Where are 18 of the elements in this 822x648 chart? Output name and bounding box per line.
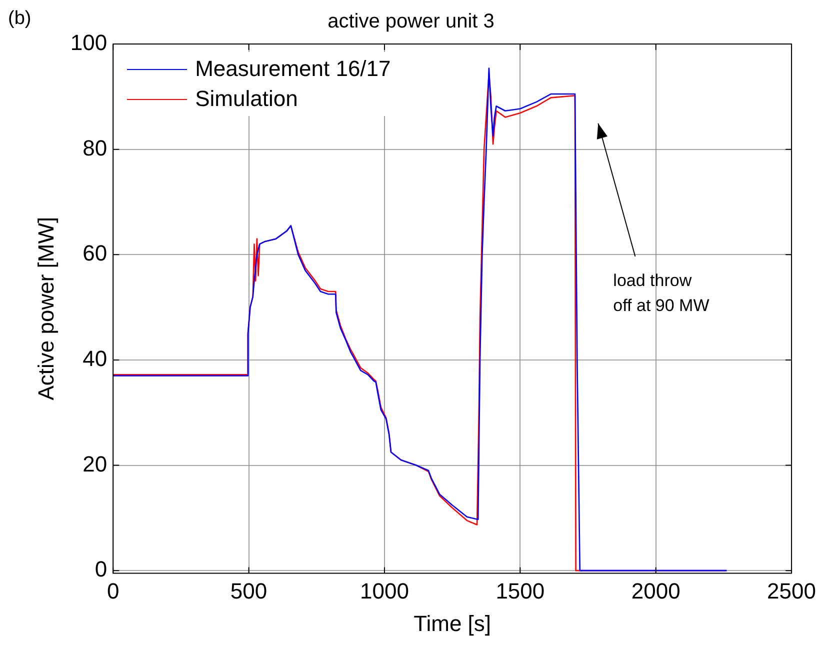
chart-title: active power unit 3 (328, 10, 494, 33)
x-tick-label: 1500 (496, 578, 545, 604)
y-tick-label: 100 (70, 30, 108, 56)
x-axis-title: Time [s] (414, 610, 492, 636)
x-tick-label: 500 (230, 578, 268, 604)
text: (b) (8, 8, 32, 30)
legend-label: Simulation (195, 85, 298, 113)
x-tick-label: 2000 (631, 578, 680, 604)
legend-label: Measurement 16/17 (195, 55, 391, 83)
x-tick-label: 2500 (767, 578, 816, 604)
y-tick-label: 60 (82, 240, 108, 266)
y-axis-title: Active power [MW] (33, 216, 58, 400)
y-tick-label: 20 (82, 451, 108, 476)
x-tick-label: 1000 (360, 578, 409, 604)
y-tick-label: 40 (82, 346, 108, 372)
y-tick-label: 0 (94, 556, 108, 582)
annotation: load throw off at 90 MW (613, 271, 710, 316)
y-tick-label: 80 (82, 135, 108, 160)
